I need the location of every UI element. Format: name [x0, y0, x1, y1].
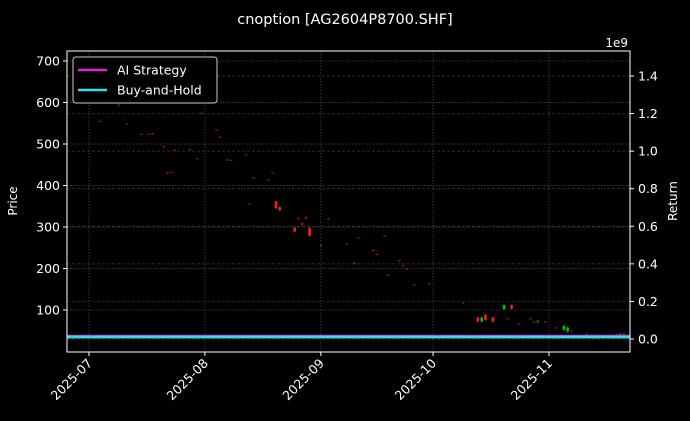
candle-body — [353, 262, 356, 264]
price-axis: 100 200 300 400 500 600 700 — [36, 54, 67, 318]
candle-body — [304, 216, 308, 219]
candle-body — [169, 171, 173, 174]
candle-body — [375, 253, 379, 256]
legend-buy-and-hold-label: Buy-and-Hold — [117, 83, 202, 98]
return-tick-label: 0.6 — [638, 219, 658, 234]
candle-body — [218, 136, 222, 138]
candle-body — [270, 172, 274, 174]
candle-body — [618, 333, 622, 336]
candle-body — [327, 218, 330, 220]
candle-body — [252, 177, 255, 179]
candle-body — [308, 227, 311, 237]
price-tick-label: 500 — [36, 137, 60, 152]
candle-body — [267, 179, 270, 181]
candle-body — [297, 217, 300, 220]
return-tick-label: 0.8 — [638, 181, 658, 196]
candle-body — [398, 260, 401, 262]
candle-body — [345, 243, 349, 245]
return-axis: 0.0 0.2 0.4 0.6 0.8 1.0 1.2 1.4 — [630, 69, 658, 347]
return-tick-label: 0.2 — [638, 294, 658, 309]
candle-body — [199, 112, 203, 115]
candle-body — [562, 325, 566, 330]
candle-body — [278, 207, 282, 211]
price-axis-label: Price — [6, 186, 20, 215]
candle-body — [428, 283, 431, 285]
candle-body — [536, 320, 540, 323]
candle-body — [529, 318, 532, 320]
x-gridlines — [88, 51, 550, 352]
candle-body — [566, 327, 569, 332]
return-axis-label: Return — [666, 181, 680, 221]
price-tick-label: 400 — [36, 178, 60, 193]
candle-body — [319, 244, 323, 247]
return-axis-offset: 1e9 — [605, 36, 628, 50]
candle-body — [570, 330, 573, 332]
return-gridlines — [67, 75, 630, 340]
candle-body — [502, 305, 506, 310]
candle-body — [622, 333, 626, 336]
candle-body — [293, 227, 296, 232]
candle-body — [162, 146, 166, 148]
candle-body — [147, 133, 151, 135]
candle-body — [117, 104, 121, 106]
candle-body — [480, 317, 483, 322]
candle-body — [506, 318, 510, 320]
candle-body — [484, 314, 487, 320]
candle-body — [214, 129, 218, 131]
chart-title: cnoption [AG2604P8700.SHF] — [237, 12, 452, 28]
candle-body — [140, 133, 143, 135]
candle-body — [476, 317, 480, 322]
candle-body — [517, 323, 521, 325]
price-tick-label: 100 — [36, 303, 60, 318]
candle-body — [300, 222, 304, 225]
return-tick-label: 0.4 — [638, 256, 658, 271]
candle-body — [151, 133, 154, 135]
candle-body — [125, 123, 128, 125]
candle-body — [98, 120, 102, 122]
candle-body — [555, 327, 558, 329]
candle-body — [188, 148, 192, 151]
candle-body — [274, 201, 278, 209]
candle-body — [532, 321, 536, 323]
candle-body — [413, 284, 416, 286]
candle-body — [226, 159, 229, 161]
candle-body — [229, 159, 233, 161]
return-tick-label: 1.0 — [638, 144, 658, 159]
candle-body — [491, 317, 495, 322]
candle-body — [510, 305, 513, 309]
candle-body — [383, 235, 386, 237]
candle-body — [401, 265, 405, 267]
candle-body — [166, 172, 169, 174]
return-tick-label: 1.2 — [638, 106, 658, 121]
return-tick-label: 1.4 — [638, 69, 658, 84]
candle-body — [543, 321, 547, 323]
candle-body — [461, 302, 465, 304]
candle-body — [386, 274, 390, 276]
legend-box — [72, 56, 218, 104]
candle-body — [244, 154, 248, 156]
candle-body — [173, 149, 177, 152]
legend: AI Strategy Buy-and-Hold — [72, 56, 218, 104]
price-tick-label: 700 — [36, 54, 60, 69]
candle-body — [196, 158, 199, 160]
price-tick-label: 600 — [36, 95, 60, 110]
plot-frame — [66, 50, 631, 353]
legend-ai-strategy-label: AI Strategy — [117, 63, 187, 78]
candle-body — [371, 249, 375, 252]
price-tick-label: 300 — [36, 220, 60, 235]
candle-body — [356, 237, 360, 239]
candle-body — [405, 268, 409, 270]
price-tick-label: 200 — [36, 261, 60, 276]
candle-body — [248, 203, 252, 205]
return-tick-label: 0.0 — [638, 332, 658, 347]
